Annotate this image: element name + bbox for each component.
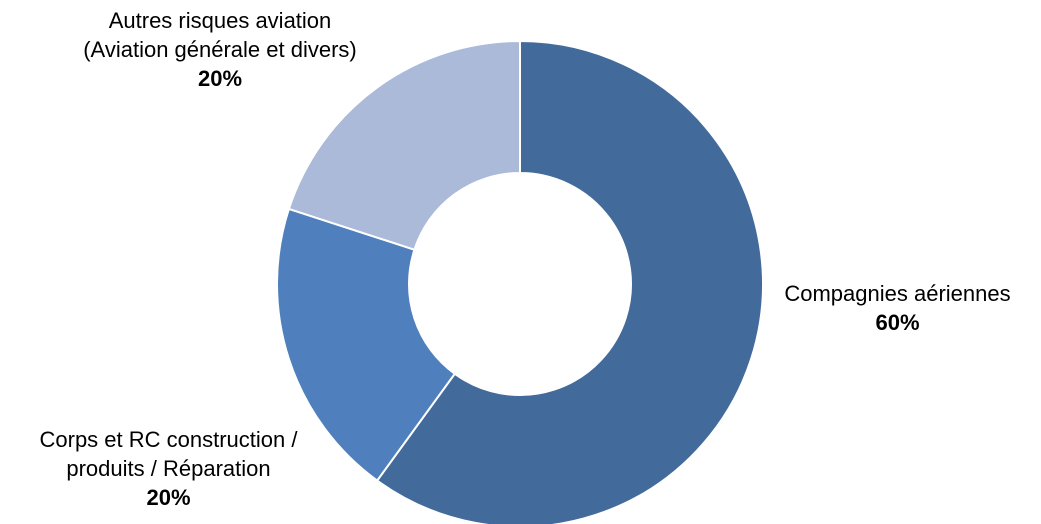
slice-percent-label: 20% xyxy=(146,485,191,510)
slice-label-line: Corps et RC construction / xyxy=(39,427,298,452)
donut-slice-0 xyxy=(375,39,764,524)
slice-label-line: Compagnies aériennes xyxy=(784,281,1011,306)
donut-slices xyxy=(276,39,764,524)
slice-label-autres-risques: Autres risques aviation (Aviation généra… xyxy=(45,6,395,93)
slice-percent-label: 20% xyxy=(197,66,243,91)
slice-label-line: (Aviation générale et divers) xyxy=(83,37,357,62)
donut-slice-1 xyxy=(276,207,457,482)
slice-percent-label: 60% xyxy=(875,310,920,335)
slice-label-compagnies: Compagnies aériennes 60% xyxy=(765,279,1030,337)
slice-label-corps-rc: Corps et RC construction / produits / Ré… xyxy=(6,425,331,512)
slice-label-line: Autres risques aviation xyxy=(108,8,332,33)
slice-label-line: produits / Réparation xyxy=(66,456,271,481)
donut-slice-2 xyxy=(287,39,521,251)
